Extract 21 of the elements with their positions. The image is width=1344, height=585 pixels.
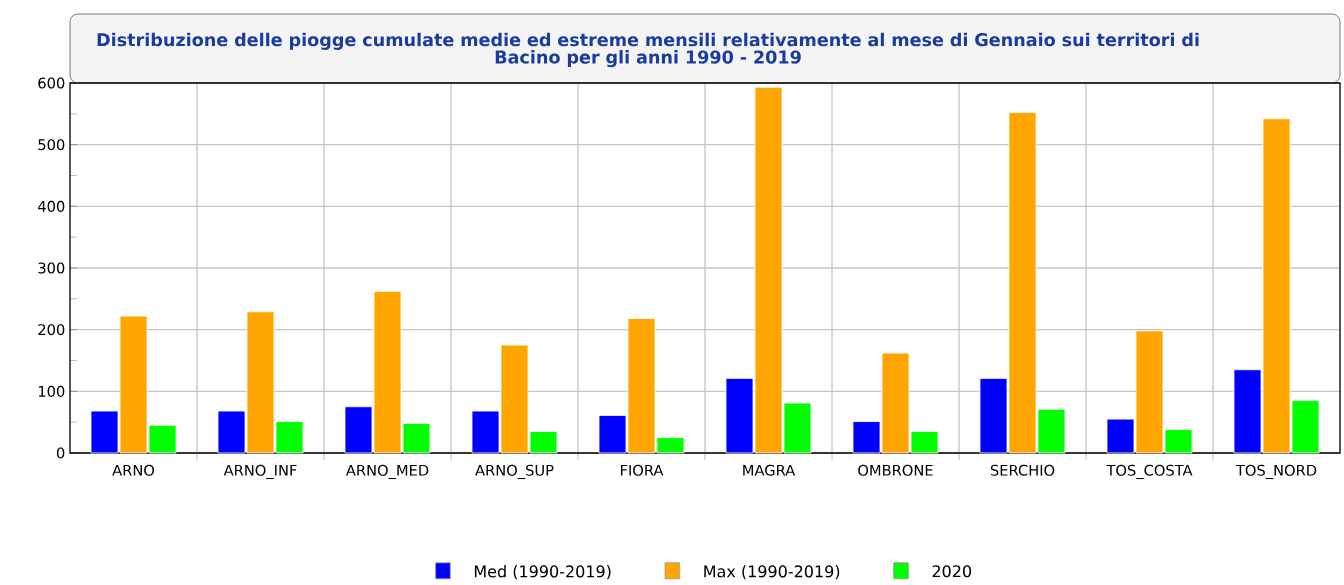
x-tick-label: ARNO: [112, 464, 155, 477]
y-tick-label: 600: [38, 77, 65, 89]
x-tick-label: OMBRONE: [858, 464, 933, 477]
x-tick-label: ARNO_SUP: [475, 464, 554, 480]
x-tick-label: FIORA: [620, 464, 664, 477]
y-tick-label: 200: [38, 324, 65, 336]
chart-title: Distribuzione delle piogge cumulate medie ed estreme mensili relativamente al mese di Gennaio sui territori di Bacino per gli anni 1990 - 2019: [97, 32, 1199, 68]
x-tick-label: SERCHIO: [990, 464, 1055, 477]
x-tick-label: MAGRA: [743, 464, 796, 477]
x-tick-label: ARNO_MED: [345, 464, 429, 480]
legend-label: Med (1990-2019): [474, 565, 611, 580]
x-tick-label: TOS_NORD: [1235, 464, 1317, 480]
x-tick-label: ARNO_INF: [223, 464, 297, 480]
legend-label: 2020: [932, 565, 972, 578]
y-tick-label: 400: [38, 201, 65, 213]
legend-label: Max (1990-2019): [704, 565, 840, 580]
x-tick-label: TOS_COSTA: [1106, 464, 1193, 480]
y-tick-label: 100: [38, 386, 65, 398]
y-tick-label: 500: [38, 139, 65, 151]
y-tick-label: 300: [38, 262, 65, 274]
y-tick-label: 0: [56, 447, 65, 459]
